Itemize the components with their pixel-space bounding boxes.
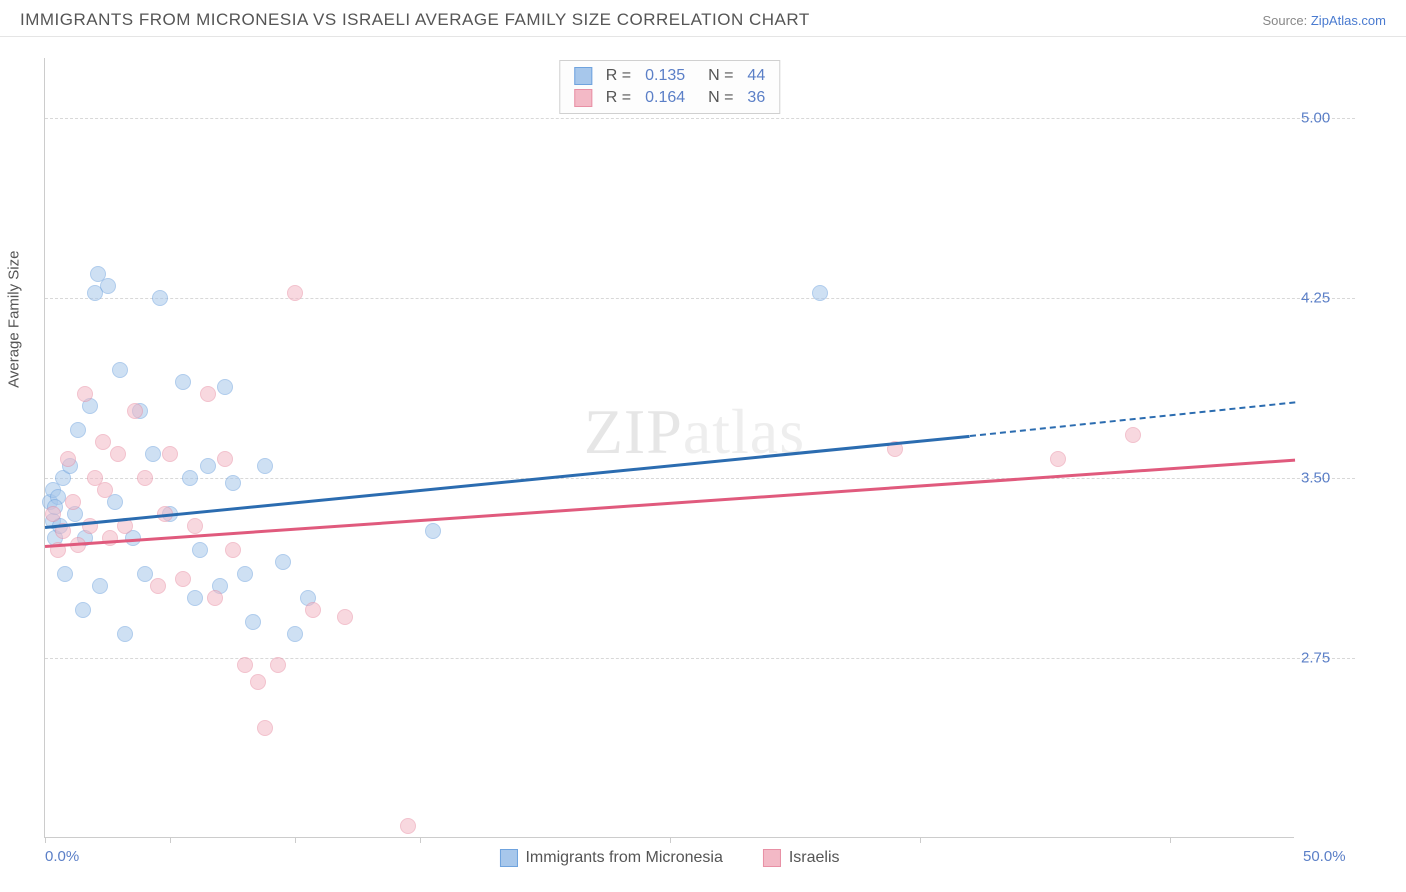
data-point — [150, 578, 166, 594]
data-point — [77, 386, 93, 402]
series-swatch — [574, 67, 592, 85]
legend-swatch — [499, 849, 517, 867]
gridline — [45, 478, 1355, 479]
x-axis-max-label: 50.0% — [1303, 848, 1346, 865]
data-point — [1125, 427, 1141, 443]
data-point — [70, 422, 86, 438]
data-point — [57, 566, 73, 582]
x-tick — [420, 837, 421, 843]
data-point — [127, 403, 143, 419]
data-point — [162, 446, 178, 462]
r-label: R = — [606, 67, 631, 85]
data-point — [225, 542, 241, 558]
data-point — [287, 285, 303, 301]
legend-label: Israelis — [789, 849, 840, 867]
data-point — [90, 266, 106, 282]
data-point — [75, 602, 91, 618]
data-point — [250, 674, 266, 690]
series-swatch — [574, 89, 592, 107]
data-point — [117, 626, 133, 642]
data-point — [187, 590, 203, 606]
y-tick-label: 3.50 — [1301, 470, 1330, 487]
correlation-stats-box: R = 0.135 N = 44 R = 0.164 N = 36 — [559, 60, 780, 114]
data-point — [145, 446, 161, 462]
y-tick-label: 2.75 — [1301, 650, 1330, 667]
data-point — [237, 566, 253, 582]
data-point — [275, 554, 291, 570]
series-legend: Immigrants from Micronesia Israelis — [499, 849, 839, 867]
r-label: R = — [606, 89, 631, 107]
data-point — [425, 523, 441, 539]
data-point — [245, 614, 261, 630]
source-link[interactable]: ZipAtlas.com — [1311, 13, 1386, 28]
data-point — [200, 458, 216, 474]
x-tick — [920, 837, 921, 843]
data-point — [45, 506, 61, 522]
r-value: 0.135 — [645, 67, 685, 85]
data-point — [400, 818, 416, 834]
data-point — [217, 379, 233, 395]
x-tick — [45, 837, 46, 843]
data-point — [207, 590, 223, 606]
plot-area: ZIPatlas 2.753.504.255.000.0%50.0%R =0.1… — [44, 58, 1294, 838]
x-tick — [295, 837, 296, 843]
data-point — [217, 451, 233, 467]
data-point — [187, 518, 203, 534]
data-point — [152, 290, 168, 306]
gridline — [45, 118, 1355, 119]
y-tick-label: 4.25 — [1301, 290, 1330, 307]
data-point — [95, 434, 111, 450]
x-tick — [170, 837, 171, 843]
data-point — [270, 657, 286, 673]
chart-title: IMMIGRANTS FROM MICRONESIA VS ISRAELI AV… — [20, 10, 810, 30]
legend-item: Israelis — [763, 849, 840, 867]
data-point — [812, 285, 828, 301]
x-tick — [1170, 837, 1171, 843]
data-point — [257, 720, 273, 736]
stats-row: R = 0.135 N = 44 — [574, 65, 765, 87]
x-axis-min-label: 0.0% — [45, 848, 79, 865]
data-point — [175, 374, 191, 390]
gridline — [45, 298, 1355, 299]
watermark: ZIPatlas — [584, 395, 805, 469]
chart-container: Average Family Size ZIPatlas 2.753.504.2… — [44, 58, 1364, 838]
data-point — [305, 602, 321, 618]
data-point — [237, 657, 253, 673]
data-point — [112, 362, 128, 378]
data-point — [257, 458, 273, 474]
data-point — [137, 566, 153, 582]
data-point — [200, 386, 216, 402]
data-point — [92, 578, 108, 594]
data-point — [60, 451, 76, 467]
y-axis-title: Average Family Size — [6, 251, 23, 388]
source-attribution: Source: ZipAtlas.com — [1262, 13, 1386, 28]
n-label: N = — [699, 67, 733, 85]
legend-label: Immigrants from Micronesia — [525, 849, 722, 867]
y-tick-label: 5.00 — [1301, 110, 1330, 127]
n-label: N = — [699, 89, 733, 107]
data-point — [337, 609, 353, 625]
data-point — [137, 470, 153, 486]
legend-swatch — [763, 849, 781, 867]
n-value: 44 — [747, 67, 765, 85]
data-point — [182, 470, 198, 486]
data-point — [65, 494, 81, 510]
data-point — [192, 542, 208, 558]
n-value: 36 — [747, 89, 765, 107]
r-value: 0.164 — [645, 89, 685, 107]
data-point — [102, 530, 118, 546]
data-point — [175, 571, 191, 587]
data-point — [287, 626, 303, 642]
x-tick — [670, 837, 671, 843]
legend-item: Immigrants from Micronesia — [499, 849, 722, 867]
data-point — [110, 446, 126, 462]
data-point — [1050, 451, 1066, 467]
stats-row: R = 0.164 N = 36 — [574, 87, 765, 109]
data-point — [225, 475, 241, 491]
trend-line — [45, 459, 1295, 548]
data-point — [97, 482, 113, 498]
